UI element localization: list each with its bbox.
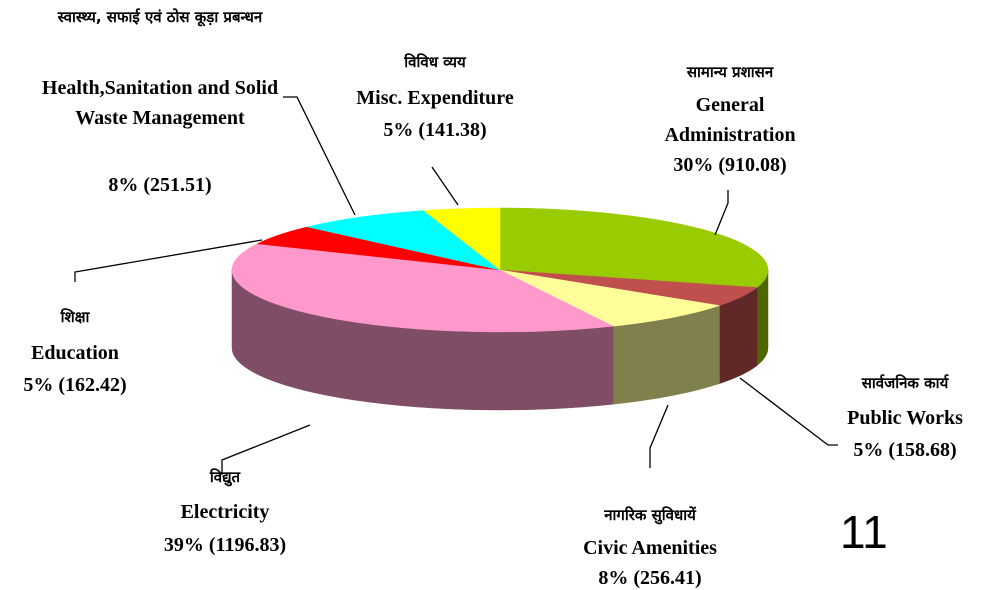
category-label: General Administration (664, 94, 796, 146)
value-label: 5% (158.68) (853, 439, 957, 461)
slice (231, 243, 615, 333)
hindi-label: सार्वजनिक कार्य (861, 374, 949, 392)
hindi-label: विविध व्यय (404, 53, 466, 71)
slice (423, 207, 501, 271)
leader-line (431, 166, 459, 206)
pie (231, 207, 769, 411)
hindi-label: सामान्य प्रशासन (686, 63, 774, 81)
slice (307, 210, 501, 271)
hindi-label: नागरिक सुविधायें (604, 506, 696, 524)
pie-sides (231, 269, 769, 411)
value-label: 8% (251.51) (108, 174, 212, 196)
value-label: 30% (910.08) (673, 154, 787, 176)
slice (499, 269, 720, 327)
leader-line (74, 239, 263, 282)
category-label: Education (31, 342, 119, 364)
hindi-label: विद्युत (209, 468, 241, 486)
leader-line (649, 404, 669, 468)
leader-line (221, 424, 311, 475)
value-label: 5% (162.42) (23, 374, 127, 396)
category-label: Public Works (847, 407, 963, 429)
hindi-label: शिक्षा (60, 308, 90, 326)
value-label: 39% (1196.83) (163, 534, 287, 556)
page-number: 11 (840, 506, 888, 558)
category-label: Health,Sanitation and Solid Waste Manage… (41, 77, 279, 129)
category-label: Civic Amenities (583, 537, 717, 559)
leader-line (739, 377, 838, 446)
category-label: Electricity (180, 501, 270, 523)
value-label: 8% (256.41) (598, 567, 702, 589)
hindi-label: स्वास्थ्य, सफाई एवं ठोस कूड़ा प्रबन्धन (57, 8, 263, 26)
slice (499, 207, 769, 288)
pie-tops (231, 207, 769, 333)
leader-line (714, 190, 729, 236)
value-label: 5% (141.38) (383, 119, 487, 141)
leader-line (283, 96, 356, 216)
category-label: Misc. Expenditure (356, 87, 514, 109)
